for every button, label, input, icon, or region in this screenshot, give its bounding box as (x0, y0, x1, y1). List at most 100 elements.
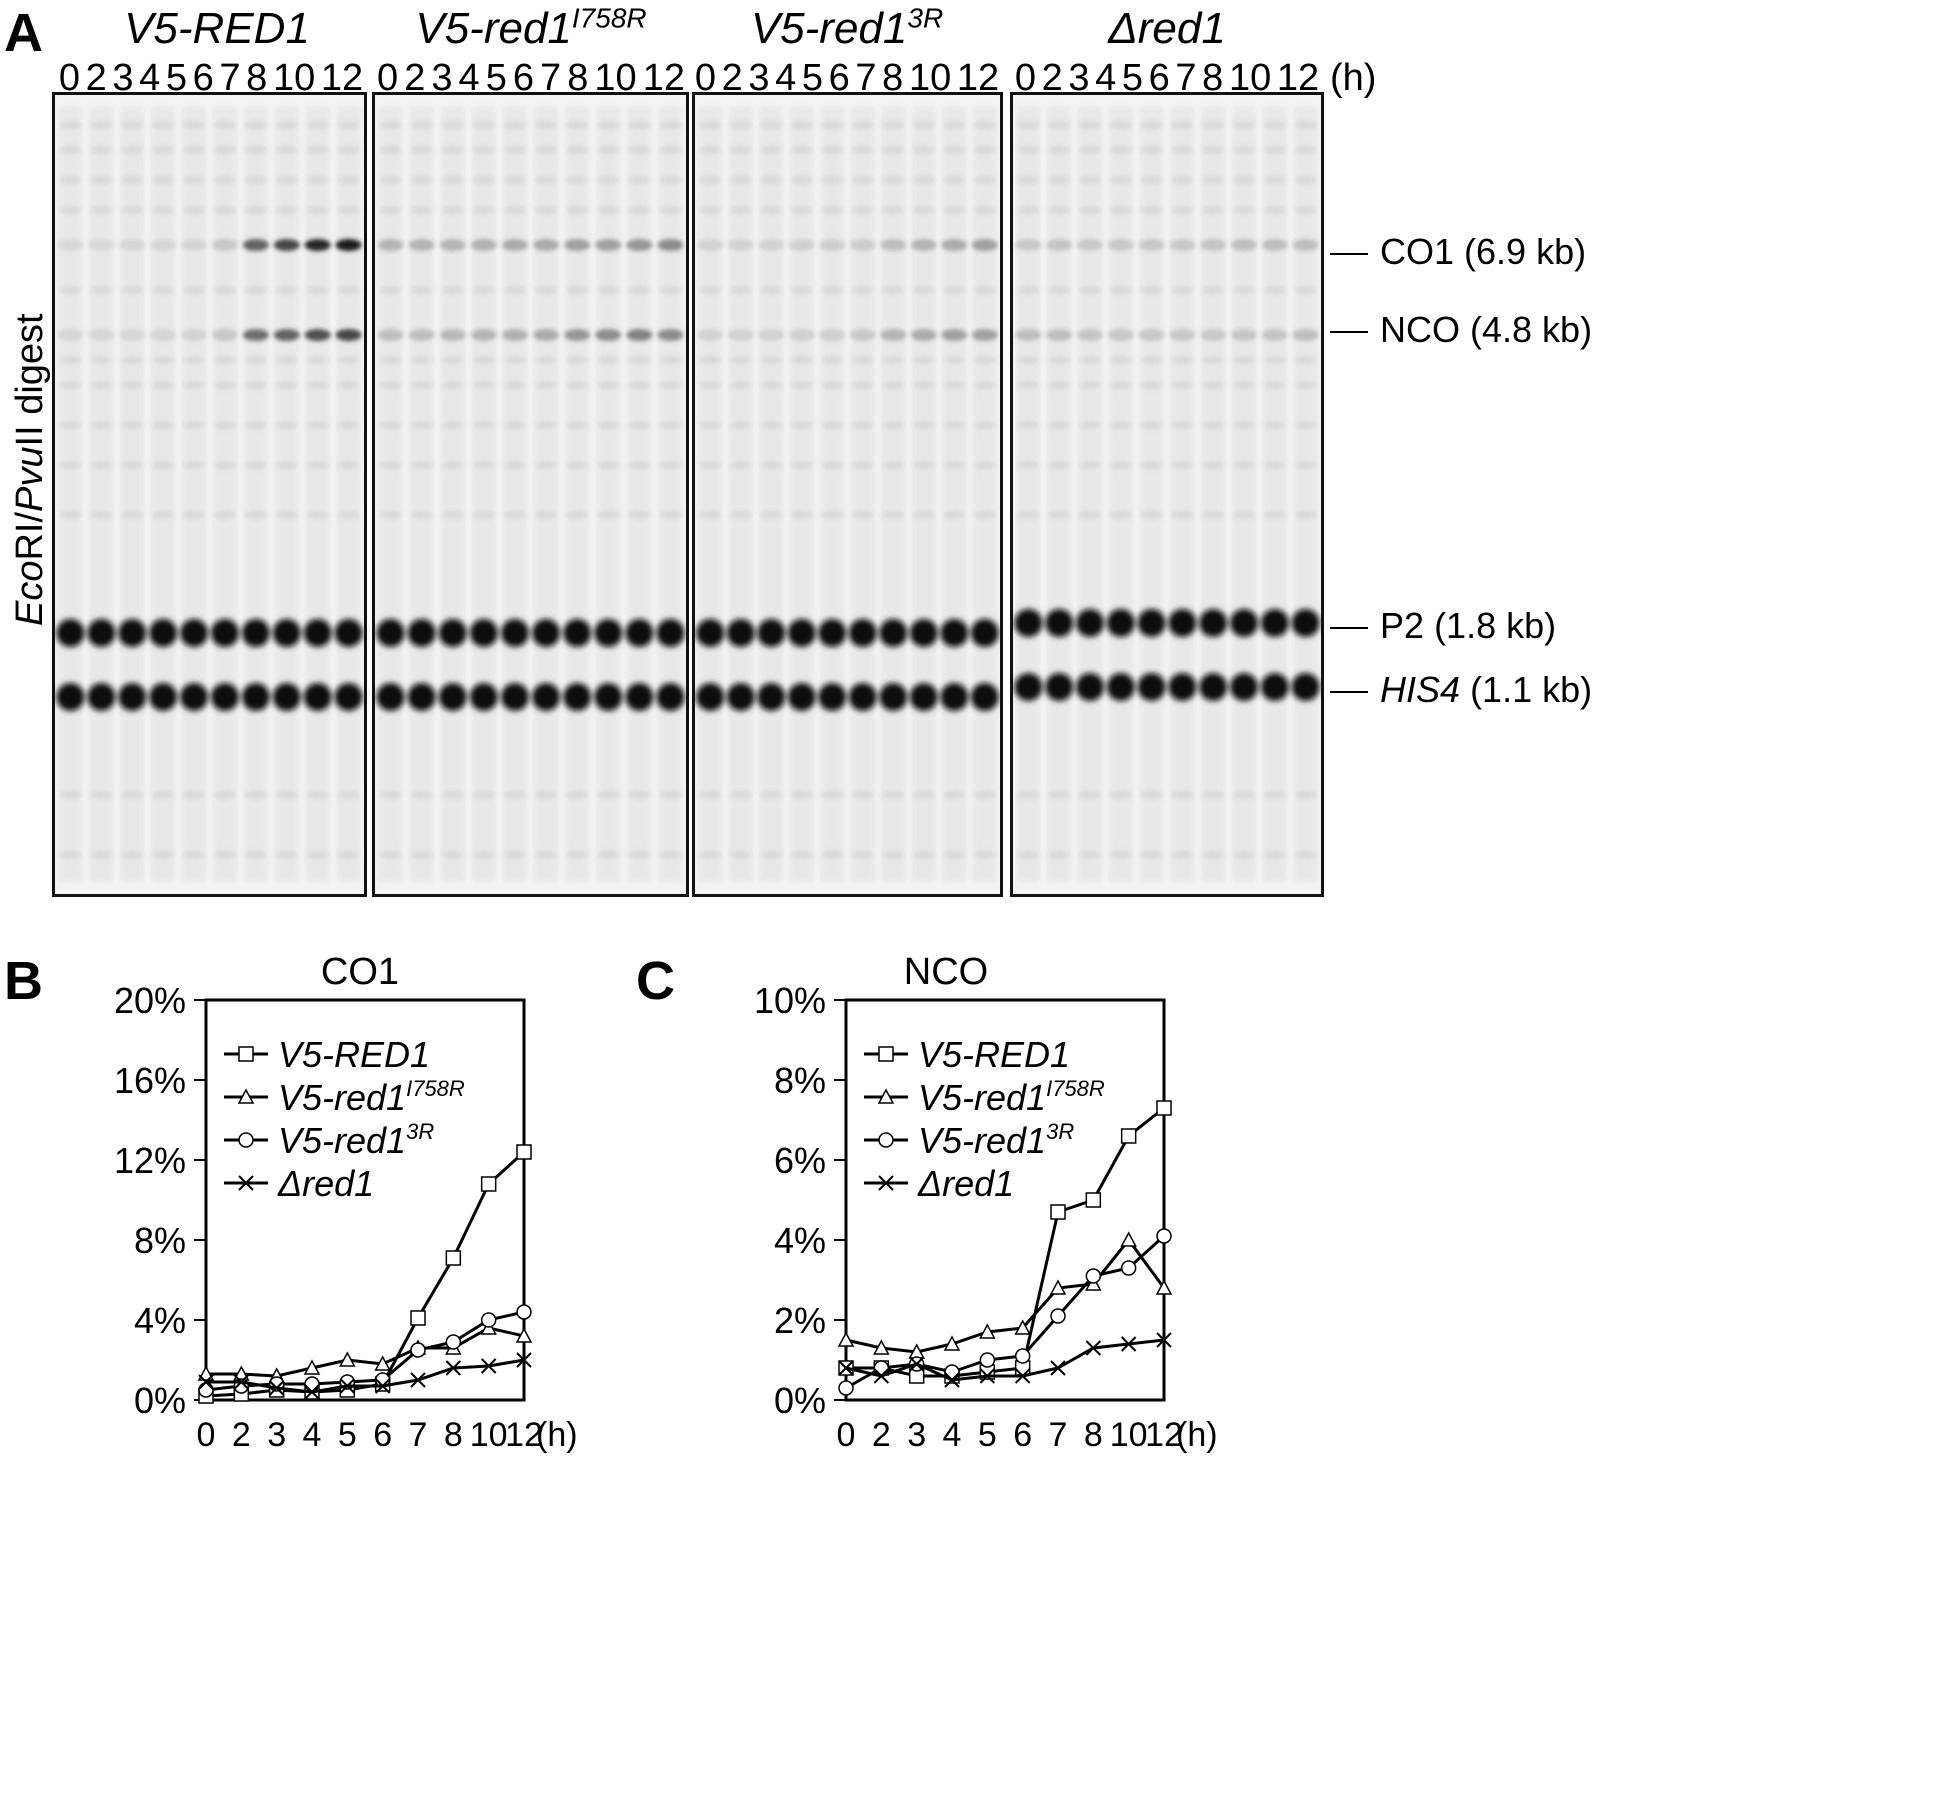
data-point-square (878, 1046, 894, 1062)
nco-band (657, 329, 684, 341)
p2-band (787, 619, 816, 647)
co1-band (1261, 239, 1288, 251)
data-point-x (1050, 1360, 1066, 1376)
co1-band (150, 239, 177, 251)
his4-band (696, 683, 725, 711)
lane-label: 2 (1041, 57, 1063, 99)
gel-lane (180, 107, 209, 882)
gel-lane (303, 107, 332, 882)
p2-band (241, 619, 270, 647)
nco-band (335, 329, 362, 341)
data-point-triangle (1014, 1319, 1031, 1335)
gel-lane (1045, 107, 1074, 882)
p2-band (500, 619, 529, 647)
nco-band (1292, 329, 1319, 341)
co1-band (697, 239, 724, 251)
nco-band (470, 329, 497, 341)
x-tick-label: 6 (373, 1416, 392, 1454)
x-tick-label: 10 (1110, 1416, 1148, 1454)
data-point-triangle (339, 1351, 356, 1367)
line-chart-nco: 10%8%6%4%2%0%0 2 3 4 5 6 7 8 1012(h)V5-RED1V5-re… (754, 980, 1218, 1454)
gel-panel-v5-red1-i758r (372, 92, 689, 897)
co1-band (57, 239, 84, 251)
nco-band (181, 329, 208, 341)
gel-lane (438, 107, 467, 882)
gel-lane (1168, 107, 1197, 882)
lane-label: 6 (512, 57, 535, 99)
co1-band (788, 239, 815, 251)
nco-band (626, 329, 653, 341)
lane-labels-4: 0 2 3 4 5 6 7 8 10 12 (1012, 56, 1322, 100)
his4-band (625, 683, 654, 711)
p2-band (757, 619, 786, 647)
nco-band (1046, 329, 1073, 341)
p2-band (1291, 609, 1320, 637)
nco-band (849, 329, 876, 341)
gel-lane (469, 107, 498, 882)
panel-c-letter: C (636, 951, 675, 1011)
nco-band (788, 329, 815, 341)
nco-band (242, 329, 269, 341)
data-point-circle (1014, 1348, 1031, 1364)
gel-lane (909, 107, 938, 882)
co1-band (304, 239, 331, 251)
lane-label: 4 (775, 57, 797, 99)
data-point-x (908, 1356, 925, 1372)
data-point-x (304, 1384, 320, 1400)
legend-label: V5-red13R (278, 1119, 434, 1161)
p2-band (1045, 609, 1074, 637)
his4-band (879, 683, 908, 711)
his4-band (56, 683, 85, 711)
gel-lane (879, 107, 908, 882)
gel-lane (56, 107, 85, 882)
p2-band (532, 619, 561, 647)
nco-band (727, 329, 754, 341)
data-point-square (410, 1310, 426, 1326)
gel-lane (726, 107, 755, 882)
y-tick-label: 8% (774, 1060, 826, 1101)
his4-band (376, 683, 405, 711)
gel-panel-v5-red1-3r (692, 92, 1003, 897)
co1-band (119, 239, 146, 251)
y-tick-label: 16% (114, 1060, 186, 1101)
data-point-circle (480, 1312, 497, 1328)
p2-band (1199, 609, 1228, 637)
p2-band (909, 619, 938, 647)
data-point-x (1120, 1336, 1137, 1352)
lane-label: 0 (58, 57, 80, 99)
gel-lane (272, 107, 301, 882)
data-point-square (445, 1250, 462, 1266)
co1-band (910, 239, 937, 251)
gel-lane (757, 107, 786, 882)
p2-band (1106, 609, 1135, 637)
series-line (206, 1358, 525, 1394)
nco-band (1261, 329, 1288, 341)
lane-label: 7 (855, 57, 877, 99)
x-tick-label: 5 (978, 1416, 997, 1454)
co1-band (1107, 239, 1134, 251)
plot-frame (204, 998, 526, 1402)
gel-lane (149, 107, 178, 882)
co1-band (501, 239, 528, 251)
nco-band (941, 329, 968, 341)
his4-band (848, 683, 877, 711)
his4-band (500, 683, 529, 711)
lane-label: 4 (139, 57, 161, 99)
gel-lane (970, 107, 999, 882)
series-line (845, 1234, 1166, 1390)
his4-band (1260, 673, 1289, 701)
data-point-square (516, 1144, 532, 1160)
data-point-x (268, 1380, 285, 1396)
nco-band (1107, 329, 1134, 341)
p2-band (879, 619, 908, 647)
nco-band (377, 329, 404, 341)
legend-label: V5-RED1 (918, 1034, 1070, 1075)
p2-band (970, 619, 999, 647)
p2-band (210, 619, 239, 647)
co1-band (242, 239, 269, 251)
x-tick-label: 12 (1145, 1416, 1183, 1454)
nco-band (119, 329, 146, 341)
x-tick-label: 8 (1084, 1416, 1103, 1454)
nco-band (150, 329, 177, 341)
lane-label: 4 (458, 57, 480, 99)
